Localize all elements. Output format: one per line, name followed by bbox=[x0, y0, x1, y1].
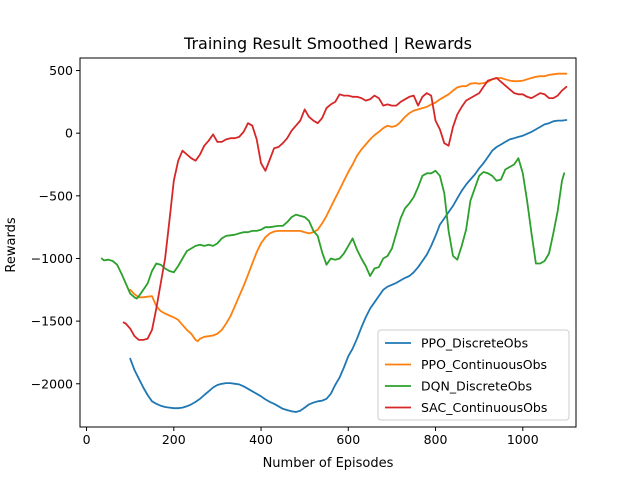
x-tick-label: 800 bbox=[424, 432, 448, 447]
y-tick-label: −1000 bbox=[31, 251, 73, 266]
x-axis-label: Number of Episodes bbox=[263, 456, 394, 471]
legend: PPO_DiscreteObs PPO_ContinuousObs DQN_Disc… bbox=[377, 329, 570, 421]
series-line-3 bbox=[122, 77, 568, 341]
series-line-0 bbox=[129, 119, 568, 413]
y-tick-label: −2000 bbox=[31, 376, 73, 391]
axes-frame bbox=[79, 57, 577, 428]
axes-layer: 0 200 400 600 800 1000 −2000 −1500 −1000 −500 0 500 bbox=[31, 57, 577, 447]
series-layer bbox=[100, 72, 568, 413]
legend-label-3: SAC_ContinuousObs bbox=[421, 400, 547, 415]
x-tick-label: 0 bbox=[83, 432, 91, 447]
y-axis-label: Rewards bbox=[4, 217, 19, 272]
legend-label-2: DQN_DiscreteObs bbox=[421, 379, 532, 394]
x-tick-label: 200 bbox=[162, 432, 186, 447]
x-tick-label: 400 bbox=[249, 432, 273, 447]
y-tick-label: 500 bbox=[49, 63, 73, 78]
y-tick-label: −500 bbox=[39, 188, 73, 203]
x-tick-label: 1000 bbox=[507, 432, 539, 447]
legend-label-0: PPO_DiscreteObs bbox=[421, 336, 528, 351]
x-tick-label: 600 bbox=[336, 432, 360, 447]
chart-title: Training Result Smoothed | Rewards bbox=[183, 34, 472, 53]
series-line-2 bbox=[100, 157, 566, 300]
legend-box bbox=[377, 329, 570, 421]
legend-label-1: PPO_ContinuousObs bbox=[421, 357, 547, 372]
y-tick-label: 0 bbox=[65, 126, 73, 141]
y-tick-label: −1500 bbox=[31, 314, 73, 329]
